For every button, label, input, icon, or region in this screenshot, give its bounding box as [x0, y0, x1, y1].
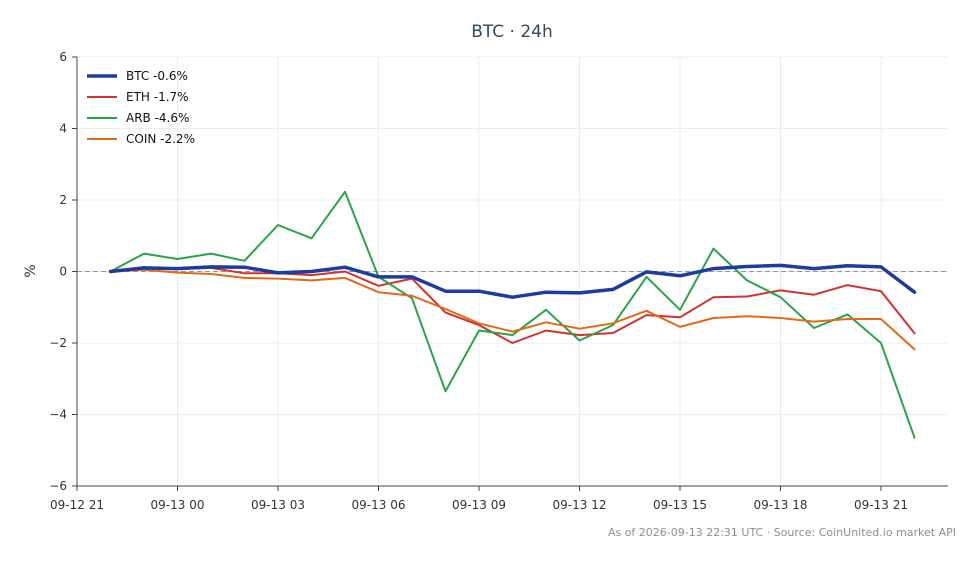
- legend-label: ARB -4.6%: [126, 111, 189, 125]
- series-line-eth: [109, 266, 916, 344]
- y-tick-label: −6: [49, 479, 67, 493]
- legend: BTC -0.6% ETH -1.7% ARB -4.6% COIN -2.2%: [87, 69, 195, 146]
- legend-label: ETH -1.7%: [126, 90, 189, 104]
- x-tick-label: 09-13 12: [553, 498, 607, 512]
- series-lines: [108, 190, 917, 439]
- series-line-coin: [109, 268, 916, 351]
- legend-label: BTC -0.6%: [126, 69, 188, 83]
- series-line-arb: [109, 190, 916, 439]
- legend-label: COIN -2.2%: [126, 132, 195, 146]
- source-footer: As of 2026-09-13 22:31 UTC · Source: Coi…: [607, 526, 956, 539]
- x-tick-label: 09-13 00: [151, 498, 205, 512]
- y-tick-label: 2: [59, 193, 67, 207]
- y-tick-label: 6: [59, 50, 67, 64]
- x-tick-label: 09-13 18: [754, 498, 808, 512]
- x-tick-label: 09-12 21: [50, 498, 104, 512]
- axes: −6 −4 −2 0 2 4 6 09-12 21 09-13 00 09-13 03 09-13 …: [49, 50, 948, 512]
- y-tick-label: −2: [49, 336, 67, 350]
- series-line-btc: [108, 263, 917, 299]
- y-tick-label: 4: [59, 122, 67, 136]
- x-tick-label: 09-13 03: [251, 498, 305, 512]
- x-tick-label: 09-13 15: [653, 498, 707, 512]
- x-tick-label: 09-13 09: [452, 498, 506, 512]
- y-tick-label: 0: [59, 265, 67, 279]
- x-tick-label: 09-13 06: [352, 498, 406, 512]
- y-axis-label: %: [23, 264, 39, 277]
- y-tick-label: −4: [49, 408, 67, 422]
- x-tick-label: 09-13 21: [854, 498, 908, 512]
- chart-title: BTC · 24h: [471, 22, 553, 42]
